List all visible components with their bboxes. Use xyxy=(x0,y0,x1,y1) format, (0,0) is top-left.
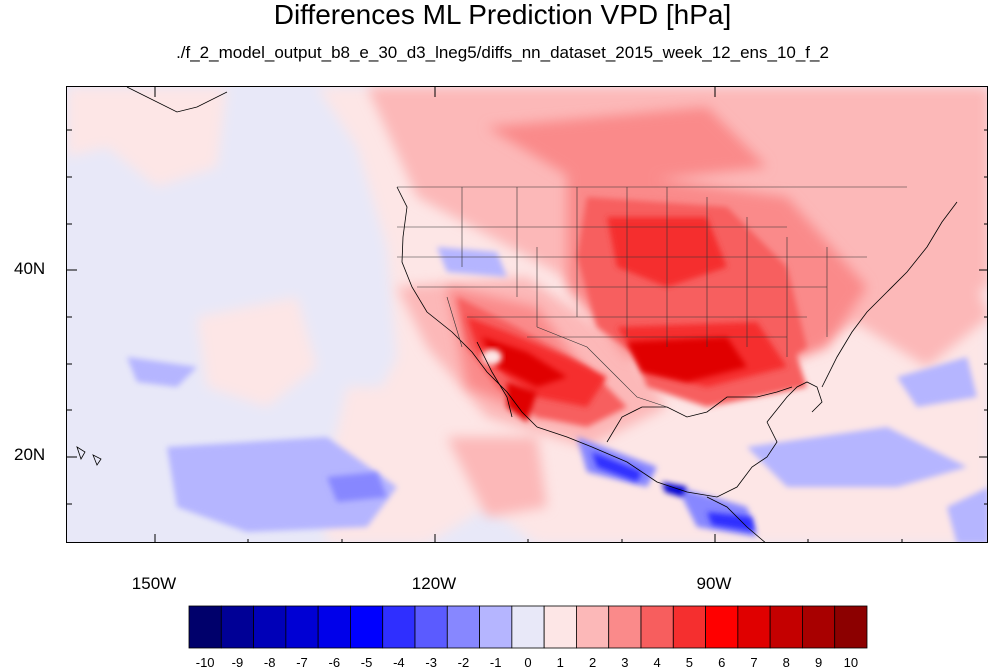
colorbar-tick-label: -7 xyxy=(296,655,308,670)
coastlines xyxy=(76,87,958,542)
colorbar-tick-label: 10 xyxy=(843,655,859,670)
colorbar-swatch xyxy=(511,605,545,649)
lon-label-90w: 90W xyxy=(696,574,732,593)
colorbar-tick-label: 8 xyxy=(782,655,790,670)
lon-label-120w: 120W xyxy=(411,574,457,593)
colorbar-tick-label: -10 xyxy=(195,655,215,670)
colorbar-tick-label: 5 xyxy=(685,655,694,670)
colorbar-swatch xyxy=(253,605,287,649)
field-dark-red xyxy=(482,337,747,422)
field-near-zero-patch xyxy=(482,349,502,365)
colorbar-swatch xyxy=(382,605,416,649)
colorbar-swatch xyxy=(479,605,513,649)
map-plot-area xyxy=(66,86,988,543)
lat-label-40n: 40N xyxy=(14,259,46,278)
colorbar-swatch xyxy=(543,605,577,649)
vpd-difference-map xyxy=(67,87,987,542)
colorbar-swatch xyxy=(317,605,351,649)
colorbar-tick-label: -4 xyxy=(393,655,405,670)
colorbar-swatch xyxy=(608,605,642,649)
colorbar-swatch xyxy=(834,605,868,649)
colorbar-swatch xyxy=(802,605,836,649)
colorbar-swatch xyxy=(640,605,674,649)
field-light-blue xyxy=(127,247,987,542)
graticule-ticks xyxy=(67,87,987,542)
colorbar-swatch xyxy=(769,605,803,649)
colorbar-swatch xyxy=(188,605,222,649)
colorbar-tick-label: -1 xyxy=(489,655,502,670)
colorbar-tick-label: -5 xyxy=(360,655,373,670)
lon-label-150w: 150W xyxy=(131,574,177,593)
colorbar xyxy=(188,605,868,649)
colorbar-tick-label: 6 xyxy=(718,655,726,670)
colorbar-tick-label: 2 xyxy=(588,655,597,670)
colorbar-tick-label: -2 xyxy=(457,655,470,670)
colorbar-tick-label: 9 xyxy=(814,655,823,670)
chart-subtitle: ./f_2_model_output_b8_e_30_d3_lneg5/diff… xyxy=(176,43,829,62)
colorbar-swatch xyxy=(576,605,610,649)
colorbar-swatch xyxy=(737,605,771,649)
colorbar-tick-label: -8 xyxy=(263,655,276,670)
colorbar-swatch xyxy=(220,605,254,649)
colorbar-tick-label: 3 xyxy=(621,655,629,670)
colorbar-swatch xyxy=(350,605,384,649)
colorbar-tick-label: 1 xyxy=(556,655,564,670)
colorbar-swatch xyxy=(446,605,480,649)
colorbar-tick-label: -6 xyxy=(328,655,341,670)
colorbar-swatch xyxy=(672,605,706,649)
colorbar-swatch xyxy=(414,605,448,649)
chart-title: Differences ML Prediction VPD [hPa] xyxy=(273,0,732,30)
colorbar-tick-label: 7 xyxy=(750,655,758,670)
colorbar-tick-label: 4 xyxy=(653,655,661,670)
political-boundaries xyxy=(397,186,907,408)
lat-label-20n: 20N xyxy=(14,445,46,464)
colorbar-swatch xyxy=(285,605,319,649)
colorbar-tick-label: -3 xyxy=(425,655,437,670)
colorbar-swatch xyxy=(705,605,739,649)
colorbar-tick-label: 0 xyxy=(524,655,532,670)
colorbar-tick-label: -9 xyxy=(231,655,244,670)
